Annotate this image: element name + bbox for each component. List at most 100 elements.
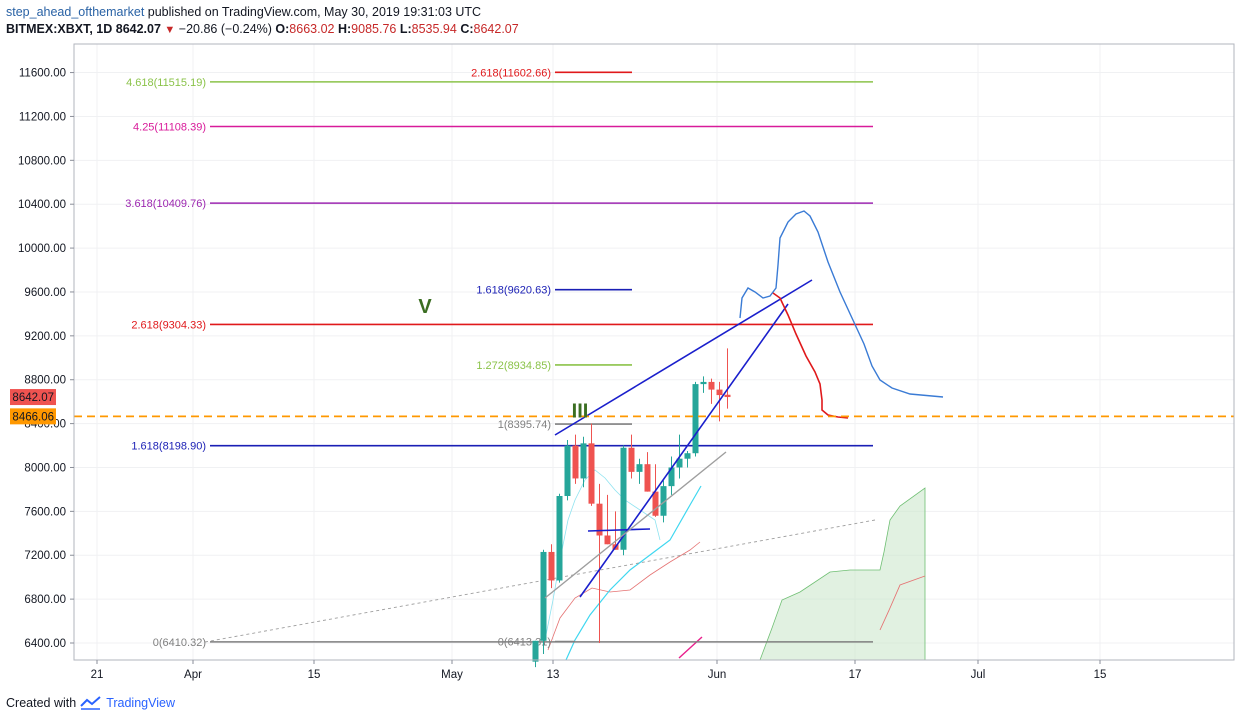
fib-level-label: 4.618(11515.19) (126, 77, 206, 89)
short-blue-line (587, 528, 651, 532)
candle-body (724, 394, 731, 398)
candle-body (668, 467, 675, 487)
open-value: 8663.02 (289, 22, 335, 36)
drawings: V III (74, 210, 1234, 599)
price-tag (10, 389, 56, 406)
fib-levels: 2.618(11602.66) 4.618(11515.19) 4.25(11108… (125, 67, 873, 649)
last-price: 8642.07 (115, 22, 161, 36)
candle-body (684, 453, 691, 459)
y-tick-label: 10000.00 (18, 243, 66, 255)
down-arrow-icon: ▼ (164, 24, 176, 36)
created-with-text: Created with (6, 696, 77, 710)
open-label: O: (275, 22, 290, 36)
y-tick-label: 11200.00 (19, 111, 66, 123)
x-tick-label: Jul (971, 669, 986, 681)
ichimoku-cloud (759, 487, 926, 661)
magenta-segment (678, 636, 703, 659)
published-text: published on TradingView.com, May 30, 20… (147, 5, 482, 19)
x-tick-label: Jun (708, 669, 727, 681)
candle-body (676, 458, 683, 468)
cyan-indicator-line (565, 485, 702, 661)
candle-body (644, 464, 651, 492)
y-tick-label: 9600.00 (24, 287, 66, 299)
y-tick-label: 7200.00 (24, 550, 66, 562)
candle-body (540, 551, 547, 641)
footer: Created with TradingView (6, 696, 175, 710)
candle-body (708, 381, 715, 390)
x-tick-label: May (441, 669, 463, 681)
fib-level-label: 3.618(10409.76) (125, 198, 206, 210)
y-tick-label: 6800.00 (24, 594, 66, 606)
y-tick-label: 11600.00 (19, 68, 66, 80)
x-tick-label: 15 (308, 669, 321, 681)
plot-frame (73, 43, 1235, 661)
projection-path (739, 210, 944, 398)
wave-label: III (572, 400, 589, 422)
y-tick-label: 10800.00 (18, 155, 66, 167)
price-tag (10, 408, 56, 425)
candle-body (532, 640, 539, 662)
y-tick-label: 6400.00 (24, 638, 66, 650)
candle-body (628, 447, 635, 472)
candles (532, 348, 731, 668)
wave-label: V (418, 296, 432, 318)
candle-body (596, 503, 603, 536)
candle-body (700, 381, 707, 385)
price-change: −20.86 (−0.24%) (178, 22, 272, 36)
red-indicator-line (547, 541, 701, 651)
y-tick-label: 7600.00 (24, 506, 66, 518)
fib-level-label: 1.618(8198.90) (131, 441, 206, 453)
axes: 11600.00 11200.00 10800.00 10400.00 10000.00… (10, 43, 1235, 681)
fib-level-label: 1.272(8934.85) (476, 360, 551, 372)
candle-body (604, 535, 611, 545)
candle-body (580, 443, 587, 479)
candle-body (652, 491, 659, 516)
chart-header: step_ahead_ofthemarket published on Trad… (6, 4, 519, 39)
fib-level-label: 2.618(11602.66) (471, 67, 551, 79)
y-tick-label: 8800.00 (24, 375, 66, 387)
tradingview-logo-icon (80, 696, 101, 710)
fib-level-label: 4.25(11108.39) (133, 121, 206, 133)
candle-body (572, 445, 579, 479)
price-tag-label: 8466.06 (12, 411, 54, 423)
high-label: H: (337, 22, 352, 36)
wedge-lower-line (579, 303, 789, 598)
y-tick-label: 9200.00 (24, 331, 66, 343)
symbol-label[interactable]: BITMEX:XBXT, 1D (6, 22, 113, 36)
fib-level-label: 0(6410.32) (153, 637, 206, 649)
candle-body (692, 384, 699, 454)
y-tick-label: 10400.00 (18, 199, 66, 211)
candle-body (556, 496, 563, 581)
low-value: 8535.94 (411, 22, 457, 36)
x-tick-label: 21 (91, 669, 104, 681)
fib-level-label: 1(8395.74) (498, 419, 551, 431)
candle-body (716, 389, 723, 396)
wedge-upper-line (554, 279, 813, 436)
publish-line: step_ahead_ofthemarket published on Trad… (6, 4, 519, 21)
ohlc-line: BITMEX:XBXT, 1D 8642.07 ▼ −20.86 (−0.24%… (6, 21, 519, 39)
candle-body (548, 551, 555, 581)
candle-body (636, 464, 643, 472)
fib-level-label: 2.618(9304.33) (131, 319, 206, 331)
author-link[interactable]: step_ahead_ofthemarket (6, 5, 145, 19)
grid (74, 44, 1234, 660)
y-tick-label: 8000.00 (24, 462, 66, 474)
x-tick-label: Apr (184, 669, 202, 681)
cloud-area (759, 487, 926, 661)
candle-body (564, 445, 571, 497)
high-value: 9085.76 (351, 22, 397, 36)
candle-body (588, 443, 595, 504)
x-tick-label: 15 (1094, 669, 1107, 681)
candle-body (620, 447, 627, 550)
tradingview-brand-link[interactable]: TradingView (106, 696, 175, 710)
red-projection-path (772, 292, 849, 419)
close-label: C: (460, 22, 474, 36)
price-tag-label: 8642.07 (12, 392, 54, 404)
candle-body (660, 486, 667, 516)
x-tick-label: 17 (849, 669, 862, 681)
gray-channel-line (544, 451, 727, 599)
cloud-lower-line (879, 575, 926, 631)
close-value: 8642.07 (473, 22, 519, 36)
x-tick-label: 13 (547, 669, 560, 681)
